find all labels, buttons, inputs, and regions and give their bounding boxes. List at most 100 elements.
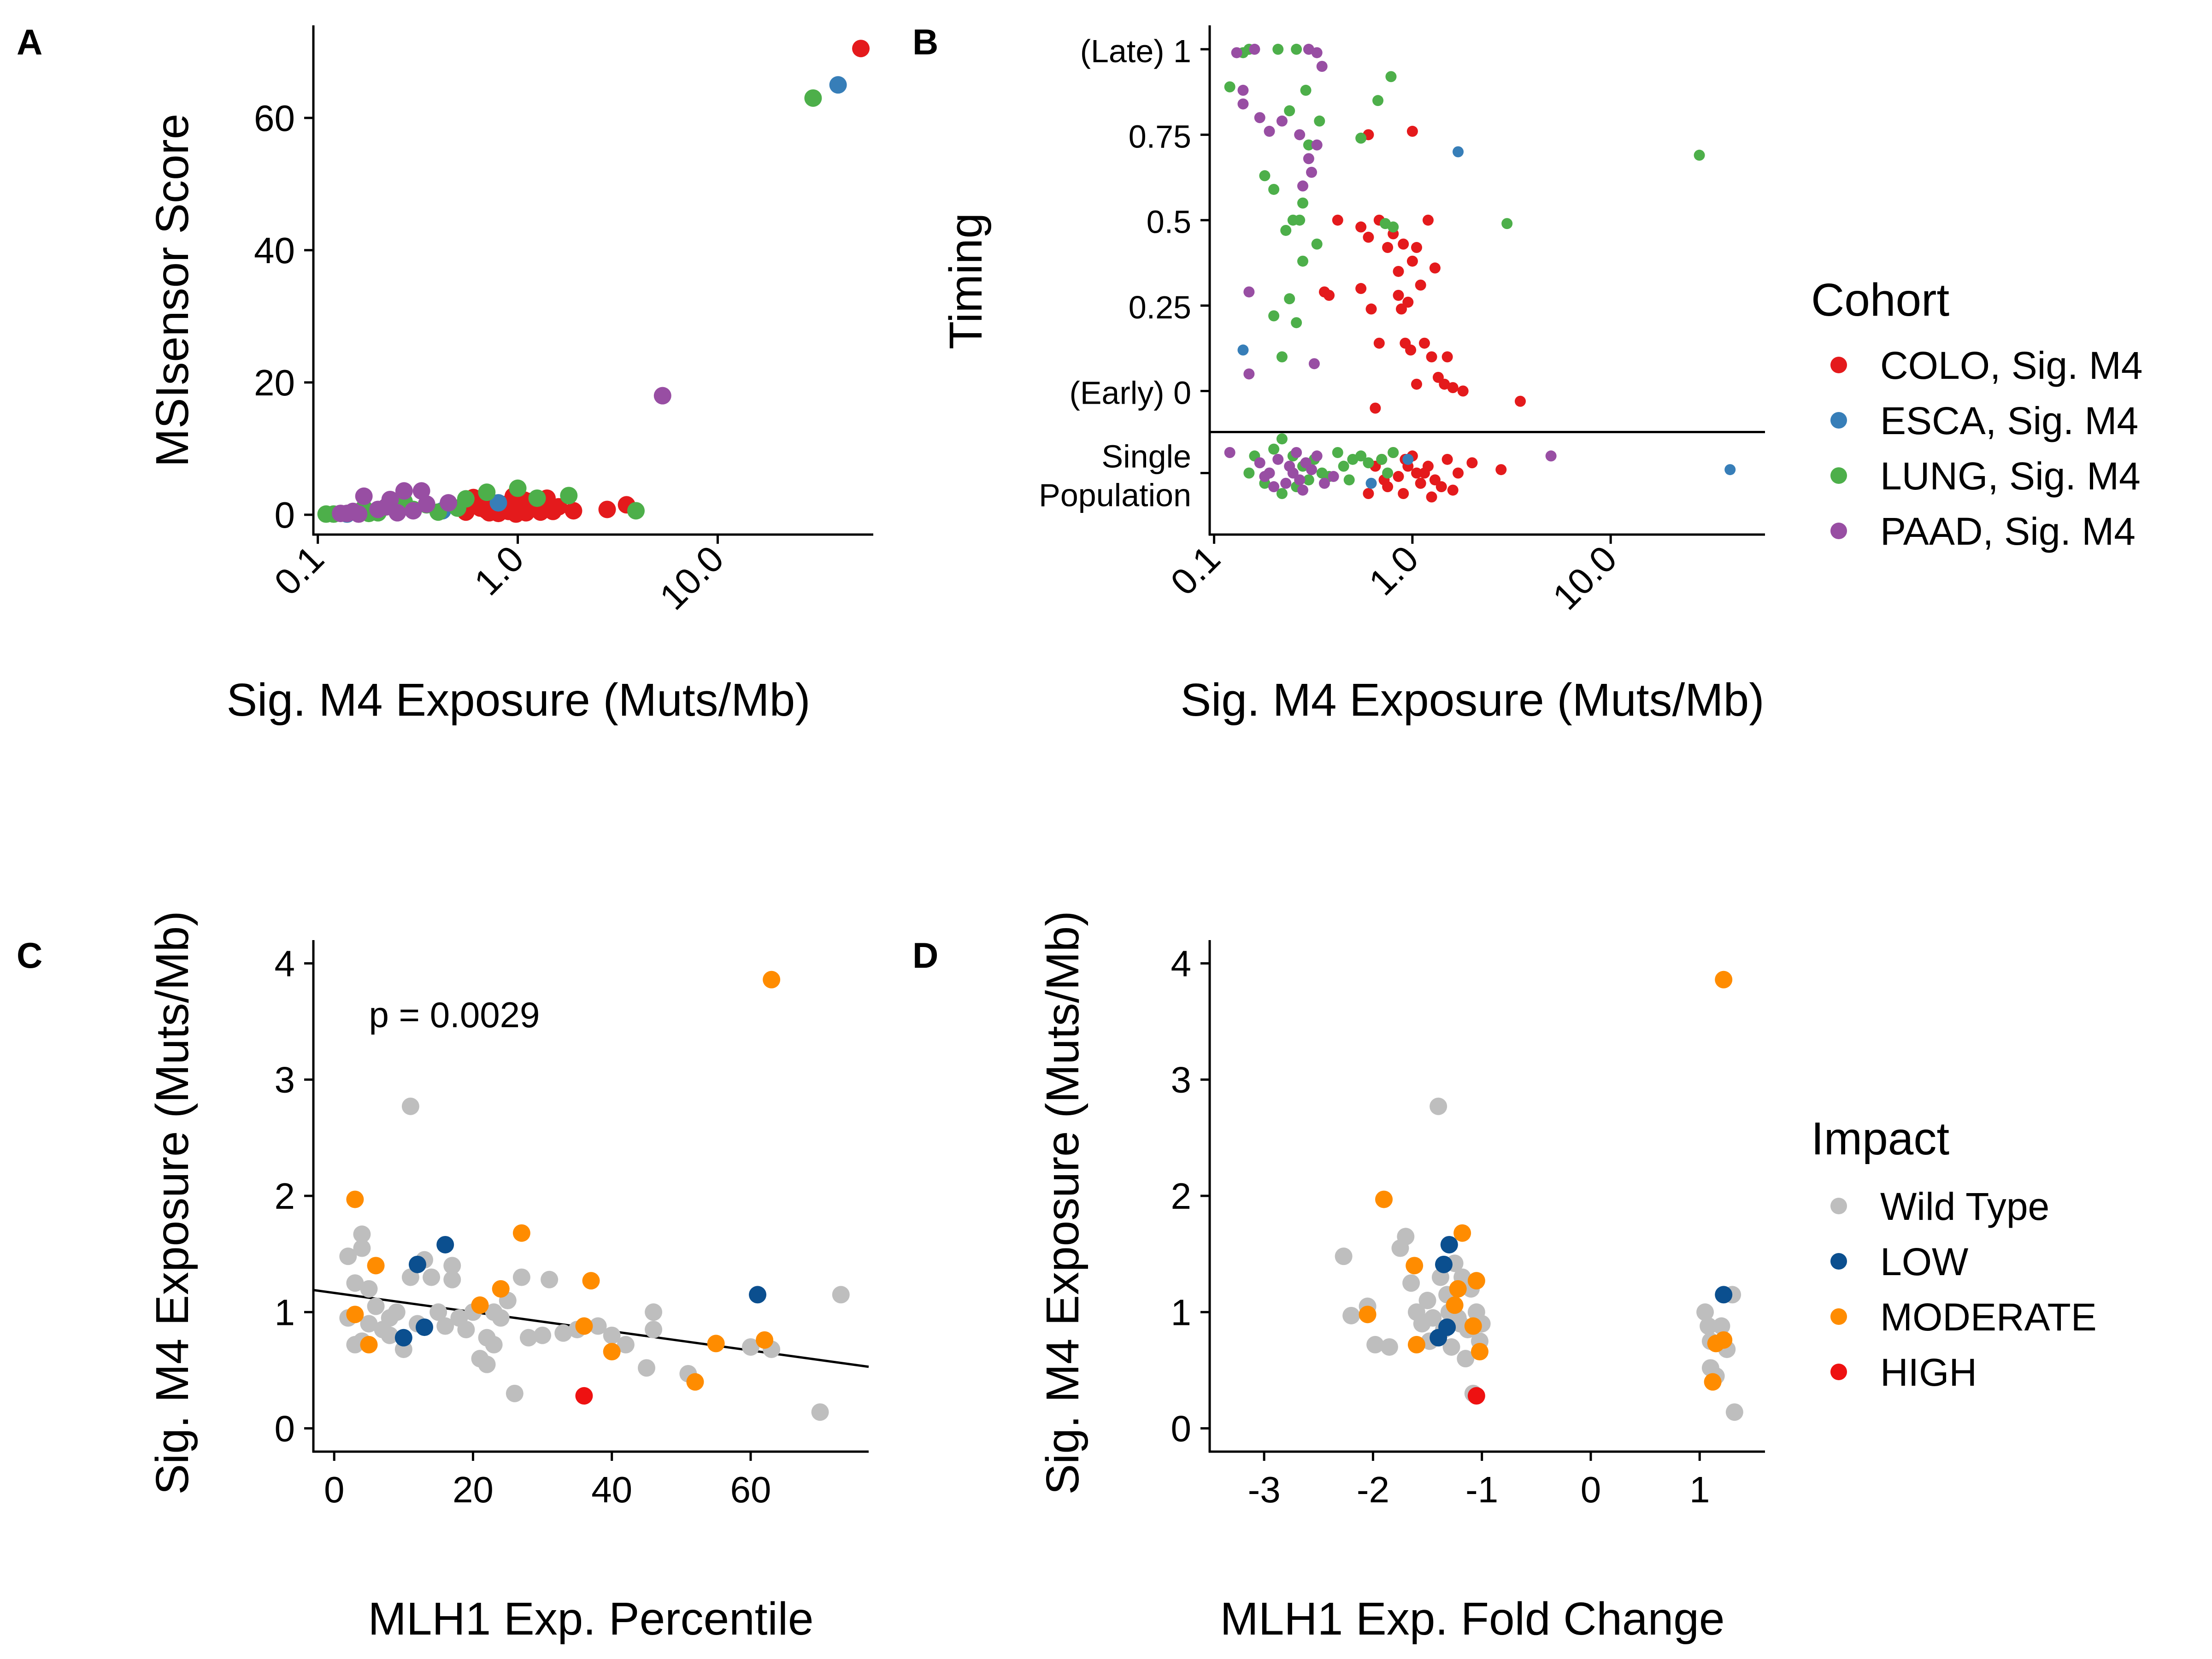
legend-label-low: LOW — [1880, 1240, 1968, 1283]
data-point-colo-sig-m4 — [1363, 488, 1374, 500]
x-tick-label: 60 — [730, 1469, 771, 1510]
data-point-paad-sig-m4 — [1272, 453, 1284, 465]
data-point-colo-sig-m4 — [1332, 214, 1343, 226]
data-point-paad-sig-m4 — [1287, 467, 1299, 479]
data-point-colo-sig-m4 — [1411, 242, 1422, 253]
data-point-wild-type — [741, 1338, 759, 1356]
panel-c-axes: 0 20 40 60 0 1 2 3 4 — [275, 940, 869, 1510]
legend-label-lung-sig-m4: LUNG, Sig. M4 — [1880, 454, 2141, 498]
data-point-colo-sig-m4 — [1365, 303, 1377, 315]
panel-c-x-axis-title: MLH1 Exp. Percentile — [368, 1593, 813, 1645]
data-point-colo-sig-m4 — [1441, 351, 1453, 363]
x-tick-label: 1.0 — [1361, 538, 1426, 603]
data-point-paad-sig-m4 — [1328, 471, 1339, 482]
data-point-lung-sig-m4 — [1276, 351, 1288, 363]
data-point-lung-sig-m4 — [1363, 457, 1374, 469]
panel-b-timing-scatter: 0.1 1.0 10.0 (Late) 1 0.75 0.5 0.25 (Early) 0 Si… — [940, 25, 1765, 726]
data-point-lung-sig-m4 — [1303, 139, 1314, 151]
data-point-paad-sig-m4 — [1243, 368, 1255, 380]
data-point-wild-type — [519, 1329, 537, 1347]
data-point-lung-sig-m4 — [1297, 255, 1308, 267]
panel-letter-b: B — [912, 22, 938, 62]
data-point-high — [575, 1387, 593, 1405]
data-point-paad-sig-m4 — [1237, 98, 1249, 110]
x-tick-label: -1 — [1465, 1469, 1498, 1510]
data-point-paad-sig-m4 — [418, 495, 435, 513]
data-point-wild-type — [381, 1326, 399, 1344]
data-point-moderate — [575, 1317, 593, 1335]
data-point-colo-sig-m4 — [1429, 262, 1441, 274]
data-point-lung-sig-m4 — [1276, 433, 1288, 445]
data-point-wild-type — [645, 1321, 663, 1339]
data-point-lung-sig-m4 — [509, 479, 527, 497]
data-point-lung-sig-m4 — [1501, 218, 1513, 229]
data-point-wild-type — [1342, 1306, 1360, 1324]
data-point-paad-sig-m4 — [1306, 464, 1318, 476]
data-point-paad-sig-m4 — [1224, 447, 1235, 459]
data-point-moderate — [512, 1224, 530, 1242]
data-point-moderate — [1467, 1272, 1485, 1290]
data-point-paad-sig-m4 — [1297, 180, 1308, 192]
data-point-colo-sig-m4 — [1422, 214, 1434, 226]
panel-letter-d: D — [912, 935, 938, 976]
data-point-paad-sig-m4 — [1294, 474, 1306, 486]
y-tick-label: 4 — [1171, 943, 1192, 984]
data-point-esca-sig-m4 — [1724, 464, 1736, 476]
data-point-paad-sig-m4 — [1297, 484, 1308, 496]
data-point-lung-sig-m4 — [1280, 224, 1292, 236]
data-point-lung-sig-m4 — [1303, 474, 1314, 486]
data-point-wild-type — [1696, 1303, 1714, 1321]
data-point-colo-sig-m4 — [1439, 378, 1450, 390]
data-point-colo-sig-m4 — [1395, 303, 1407, 315]
data-point-wild-type — [457, 1321, 475, 1339]
y-tick-label: 0.5 — [1147, 204, 1191, 240]
data-point-wild-type — [353, 1225, 371, 1243]
data-point-colo-sig-m4 — [1415, 279, 1426, 291]
y-tick-label: 0 — [275, 494, 295, 535]
data-point-moderate — [582, 1272, 600, 1290]
impact-legend-entries: Wild Type LOW MODERATE HIGH — [1830, 1185, 2097, 1394]
data-point-moderate — [346, 1306, 364, 1324]
data-point-colo-sig-m4 — [1415, 477, 1426, 489]
data-point-lung-sig-m4 — [1311, 238, 1323, 250]
data-point-colo-sig-m4 — [1441, 453, 1453, 465]
legend-swatch-low — [1830, 1253, 1847, 1270]
y-tick-label: 60 — [254, 98, 295, 139]
data-point-wild-type — [401, 1268, 419, 1286]
data-point-paad-sig-m4 — [1306, 166, 1318, 178]
data-point-wild-type — [485, 1335, 503, 1353]
data-point-paad-sig-m4 — [1254, 457, 1265, 469]
data-point-wild-type — [1725, 1403, 1743, 1421]
data-point-colo-sig-m4 — [1373, 337, 1385, 349]
data-point-lung-sig-m4 — [1272, 43, 1284, 55]
y-tick-label: (Late) 1 — [1080, 33, 1191, 69]
data-point-wild-type — [512, 1268, 530, 1286]
data-point-moderate — [1406, 1257, 1424, 1275]
panel-d-axes: -3 -2 -1 0 1 0 1 2 3 4 — [1171, 940, 1765, 1510]
panel-b-points — [1224, 43, 1736, 503]
data-point-lung-sig-m4 — [1284, 105, 1295, 117]
data-point-lung-sig-m4 — [1291, 317, 1302, 329]
data-point-esca-sig-m4 — [1237, 344, 1249, 356]
x-tick-label: 10.0 — [652, 538, 731, 618]
data-point-esca-sig-m4 — [1365, 477, 1377, 489]
data-point-wild-type — [353, 1239, 371, 1257]
data-point-paad-sig-m4 — [369, 500, 387, 518]
panel-b-x-axis-title: Sig. M4 Exposure (Muts/Mb) — [1180, 674, 1764, 726]
data-point-lung-sig-m4 — [1338, 460, 1349, 472]
data-point-esca-sig-m4 — [489, 494, 507, 512]
data-point-paad-sig-m4 — [1308, 358, 1320, 370]
y-tick-label: 4 — [275, 943, 295, 984]
data-point-wild-type — [1380, 1338, 1398, 1356]
data-point-moderate — [1375, 1190, 1393, 1208]
y-tick-label: 0 — [1171, 1408, 1192, 1449]
data-point-moderate — [763, 971, 781, 988]
data-point-wild-type — [645, 1303, 663, 1321]
panel-a-x-axis-title: Sig. M4 Exposure (Muts/Mb) — [226, 674, 810, 726]
legend-swatch-colo-sig-m4 — [1830, 357, 1847, 373]
y-tick-label: (Early) 0 — [1070, 375, 1191, 411]
y-tick-label: 3 — [1171, 1059, 1192, 1100]
data-point-wild-type — [506, 1384, 524, 1402]
impact-legend: Impact Wild Type LOW MODERATE HIGH — [1811, 1113, 2097, 1394]
